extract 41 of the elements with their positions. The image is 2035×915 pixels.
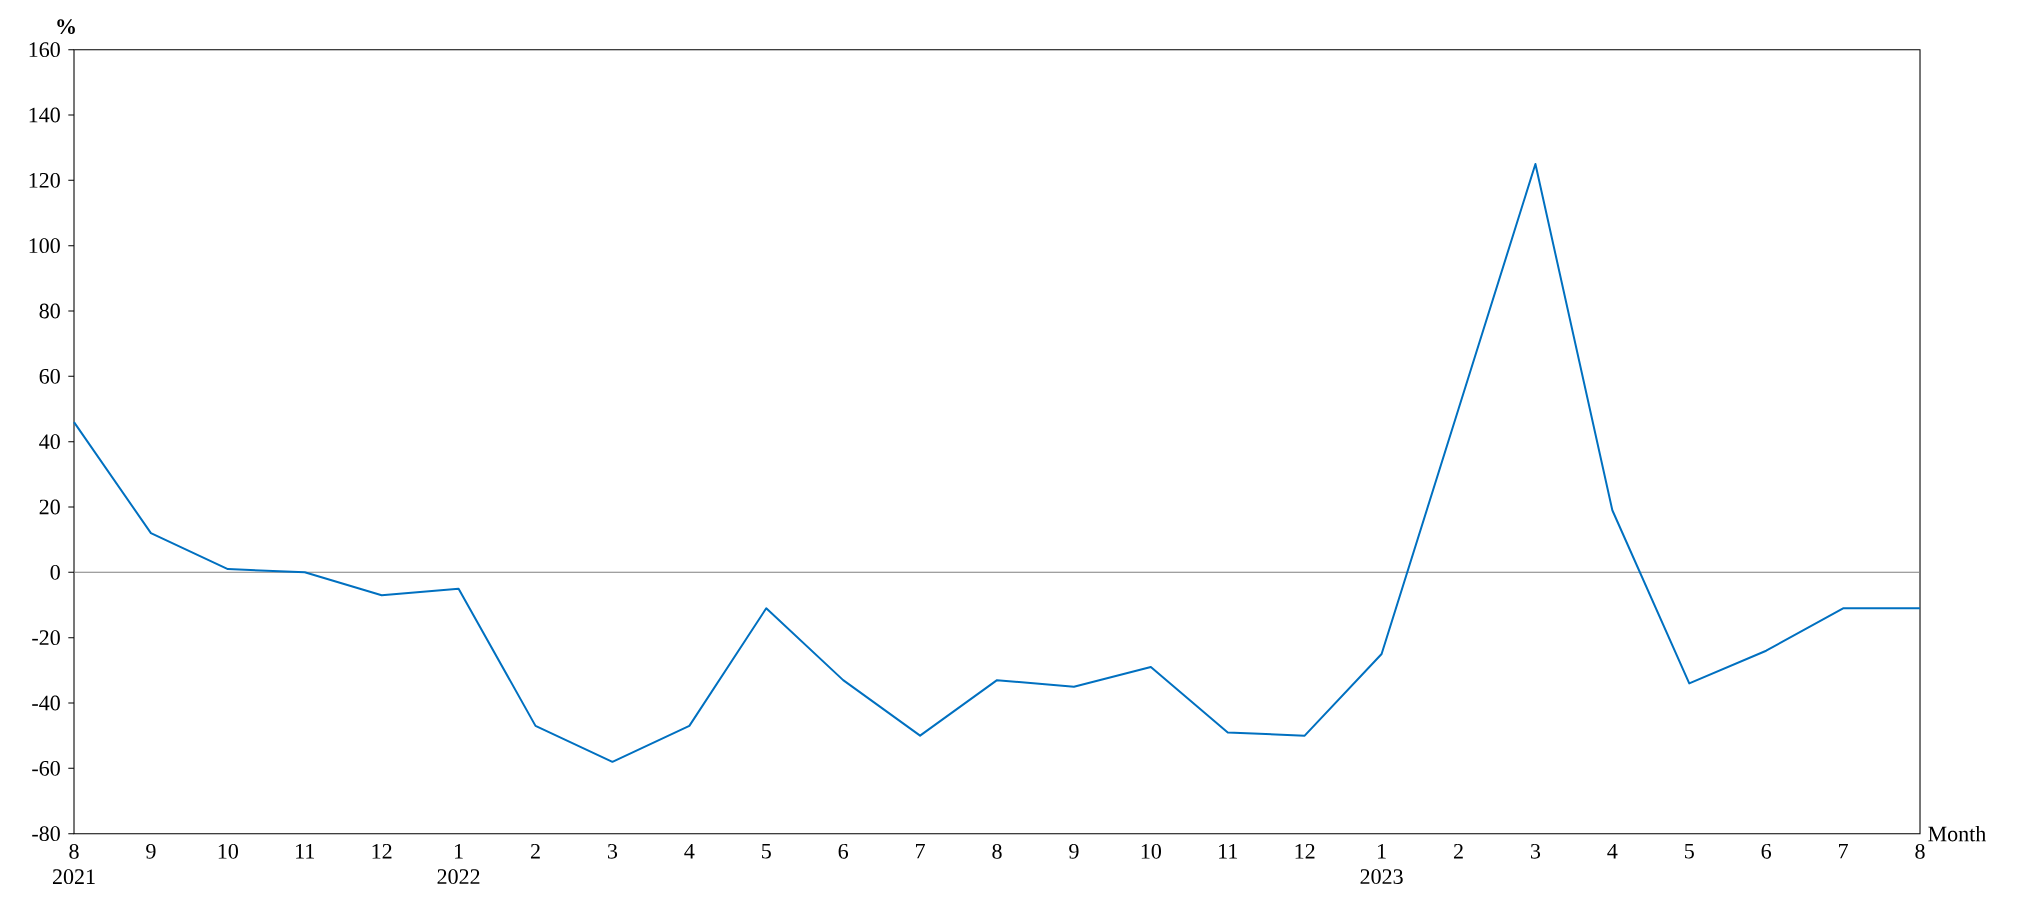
y-tick-label: 80 (39, 303, 60, 319)
x-axis-title: Month (1928, 825, 1986, 842)
x-tick-label: 8 (1915, 843, 1925, 859)
y-tick-label: 60 (39, 368, 60, 384)
y-tick-label: 100 (29, 238, 60, 254)
y-axis-title: % (57, 19, 75, 35)
x-tick-label: 1 2023 (1360, 843, 1403, 884)
x-tick-label: 3 (1530, 843, 1541, 859)
x-tick-label: 6 (838, 843, 849, 859)
x-tick-label: 12 (1295, 843, 1315, 859)
x-tick-label: 4 (684, 843, 695, 859)
y-tick-label: 0 (50, 564, 60, 580)
x-tick-label: 12 (372, 843, 392, 859)
y-tick-label: 40 (39, 434, 60, 450)
x-tick-label: 11 (296, 843, 315, 859)
y-tick-label: 120 (29, 172, 60, 188)
y-tick-label: -20 (32, 630, 60, 646)
y-tick-label: -80 (32, 826, 60, 842)
x-tick-label: 2 (530, 843, 540, 859)
x-tick-label: 8 2021 (52, 843, 95, 885)
x-tick-label: 2 (1453, 843, 1463, 859)
x-tick-label: 3 (607, 843, 618, 859)
x-tick-label: 9 (146, 843, 156, 859)
x-tick-label: 9 (1069, 843, 1079, 859)
y-tick-label: -40 (32, 695, 60, 711)
x-tick-label: 11 (1219, 843, 1238, 859)
x-tick-label: 7 (1839, 843, 1848, 859)
x-tick-label: 7 (916, 843, 925, 859)
x-tick-label: 8 (992, 843, 1002, 859)
y-tick-label: 140 (29, 107, 60, 123)
y-tick-label: 20 (39, 499, 60, 515)
x-tick-label: 6 (1761, 843, 1772, 859)
line-series (73, 163, 1922, 763)
x-tick-label: 4 (1607, 843, 1618, 859)
x-tick-label: 1 2022 (437, 843, 480, 884)
y-tick-label: -60 (32, 760, 60, 776)
x-tick-label: 10 (218, 843, 238, 859)
x-tick-label: 5 (1685, 843, 1694, 859)
x-tick-label: 10 (1141, 843, 1161, 859)
x-tick-label: 5 (762, 843, 771, 859)
y-tick-label: 160 (29, 42, 60, 58)
